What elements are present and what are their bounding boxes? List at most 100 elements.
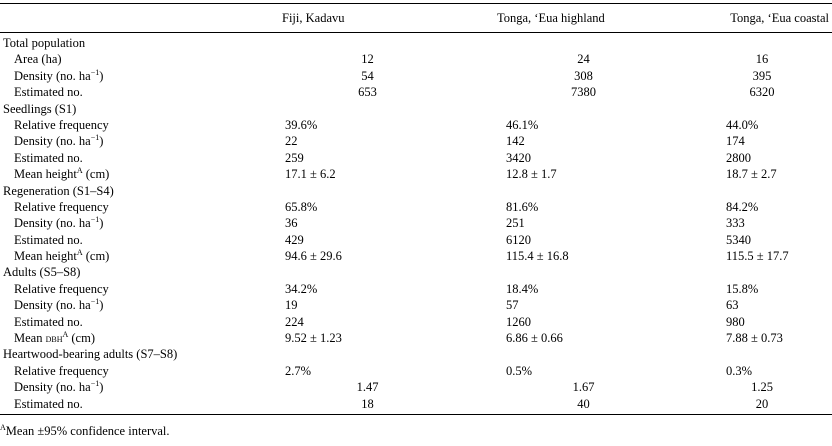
table-cell: 9.52 ± 1.23 <box>285 331 342 346</box>
row-label: Mean heightA (cm) <box>0 248 260 264</box>
table-row: Density (no. ha−1) 54 308 395 <box>0 68 832 84</box>
table-header: Fiji, Kadavu Tonga, ‘Eua highland Tonga,… <box>0 4 832 32</box>
row-label-suffix: ) <box>99 380 104 395</box>
table-cell: 19 <box>285 298 298 313</box>
row-label-text: Area (ha) <box>14 52 62 67</box>
table-section-row: Regeneration (S1–S4) <box>0 183 832 199</box>
row-label: Density (no. ha−1) <box>0 297 260 313</box>
table-cell: 0.3% <box>726 363 753 378</box>
table-row: Relative frequency 2.7% 0.5% 0.3% <box>0 363 832 379</box>
table-section-row: Total population <box>0 35 832 51</box>
row-label: Estimated no. <box>0 84 260 100</box>
table-cell: 333 <box>726 216 745 231</box>
table-cell: 2800 <box>726 150 751 165</box>
row-label-text: Mean height <box>14 249 77 264</box>
table-cell: 7380 <box>571 85 596 100</box>
table-cell: 22 <box>285 134 298 149</box>
row-label: Area (ha) <box>0 51 260 67</box>
row-label-superscript: A <box>76 165 83 175</box>
table-cell: 84.2% <box>726 199 759 214</box>
table-cell: 54 <box>361 68 374 83</box>
row-label: Estimated no. <box>0 396 260 412</box>
table-row: Estimated no. 653 7380 6320 <box>0 84 832 100</box>
table-cell: 395 <box>752 68 772 83</box>
row-label-text: Density (no. ha <box>14 216 91 231</box>
table-section-row: Adults (S5–S8) <box>0 264 832 280</box>
table-cell: 12 <box>361 52 374 67</box>
table-cell: 36 <box>285 216 298 231</box>
table-cell: 20 <box>755 396 769 411</box>
table-cell: 18.7 ± 2.7 <box>726 167 777 182</box>
row-label-superscript: −1 <box>90 297 100 307</box>
row-label-suffix: ) <box>99 216 104 231</box>
table-row: Relative frequency 39.6% 46.1% 44.0% <box>0 117 832 133</box>
table-row: Estimated no. 224 1260 980 <box>0 314 832 330</box>
row-label-text: Estimated no. <box>14 85 83 100</box>
row-label: Mean heightA (cm) <box>0 166 260 182</box>
table-row: Mean heightA (cm) 17.1 ± 6.2 12.8 ± 1.7 18.… <box>0 166 832 182</box>
table-cell: 3420 <box>506 150 531 165</box>
table-cell: 0.5% <box>506 363 533 378</box>
row-label: Density (no. ha−1) <box>0 133 260 149</box>
row-label-text: Estimated no. <box>14 232 83 247</box>
row-label-superscript: A <box>76 247 83 257</box>
table-cell: 81.6% <box>506 199 539 214</box>
table-cell: 6.86 ± 0.66 <box>506 331 563 346</box>
row-label-text: Relative frequency <box>14 363 109 378</box>
row-label-text: Density (no. ha <box>14 380 91 395</box>
table-cell: 15.8% <box>726 281 759 296</box>
table-cell: 18.4% <box>506 281 539 296</box>
table-section-row: Heartwood-bearing adults (S7–S8) <box>0 346 832 362</box>
table-cell: 174 <box>726 134 745 149</box>
table-cell: 2.7% <box>285 363 312 378</box>
table-cell: 308 <box>574 68 593 83</box>
row-label-text: Relative frequency <box>14 117 109 132</box>
table-row: Area (ha) 12 24 16 <box>0 51 832 67</box>
table-cell: 6120 <box>506 232 531 247</box>
row-label: Relative frequency <box>0 281 260 297</box>
row-label-suffix: ) <box>99 298 104 313</box>
table-cell: 259 <box>285 150 304 165</box>
table-row: Density (no. ha−1) 22 142 174 <box>0 133 832 149</box>
row-label-superscript: −1 <box>90 379 100 389</box>
row-label-suffix: (cm) <box>68 331 95 346</box>
row-label-text: Estimated no. <box>14 150 83 165</box>
table-row: Relative frequency 34.2% 18.4% 15.8% <box>0 281 832 297</box>
row-label-text: Mean height <box>14 167 77 182</box>
row-label-suffix: (cm) <box>82 167 110 182</box>
table-cell: 18 <box>361 396 374 411</box>
table-row: Mean dbhA (cm) 9.52 ± 1.23 6.86 ± 0.66 7.88… <box>0 330 832 346</box>
row-label-suffix: (cm) <box>82 249 110 264</box>
row-label: Relative frequency <box>0 363 260 379</box>
row-label-smallcaps: dbh <box>45 333 63 346</box>
table-body: Total population Area (ha) 12 24 16 Density (… <box>0 35 832 412</box>
table-cell: 65.8% <box>285 199 318 214</box>
footnote-marker: A <box>0 422 6 432</box>
row-label-text: Estimated no. <box>14 314 83 329</box>
row-label-superscript: A <box>62 329 69 339</box>
table-cell: 34.2% <box>285 281 318 296</box>
table-cell: 44.0% <box>726 117 759 132</box>
row-label: Density (no. ha−1) <box>0 68 260 84</box>
row-label: Relative frequency <box>0 199 260 215</box>
section-label: Seedlings (S1) <box>3 101 77 116</box>
row-label-text: Relative frequency <box>14 281 109 296</box>
table-cell: 7.88 ± 0.73 <box>726 331 783 346</box>
row-label-superscript: −1 <box>90 215 100 225</box>
row-label: Density (no. ha−1) <box>0 215 260 231</box>
table-row: Density (no. ha−1) 36 251 333 <box>0 215 832 231</box>
table-cell: 94.6 ± 29.6 <box>285 249 342 264</box>
table-cell: 39.6% <box>285 117 318 132</box>
header-rule <box>0 32 832 33</box>
table-cell: 57 <box>506 298 519 313</box>
top-rule <box>0 3 832 4</box>
table-row: Density (no. ha−1) 1.47 1.67 1.25 <box>0 379 832 395</box>
table-cell: 63 <box>726 298 739 313</box>
row-label-text: Density (no. ha <box>14 68 91 83</box>
row-label-superscript: −1 <box>90 67 100 77</box>
table-cell: 115.5 ± 17.7 <box>726 249 789 264</box>
table-cell: 115.4 ± 16.8 <box>506 249 569 264</box>
table-row: Density (no. ha−1) 19 57 63 <box>0 297 832 313</box>
section-label: Regeneration (S1–S4) <box>3 183 114 198</box>
table-row: Mean heightA (cm) 94.6 ± 29.6 115.4 ± 16.8… <box>0 248 832 264</box>
